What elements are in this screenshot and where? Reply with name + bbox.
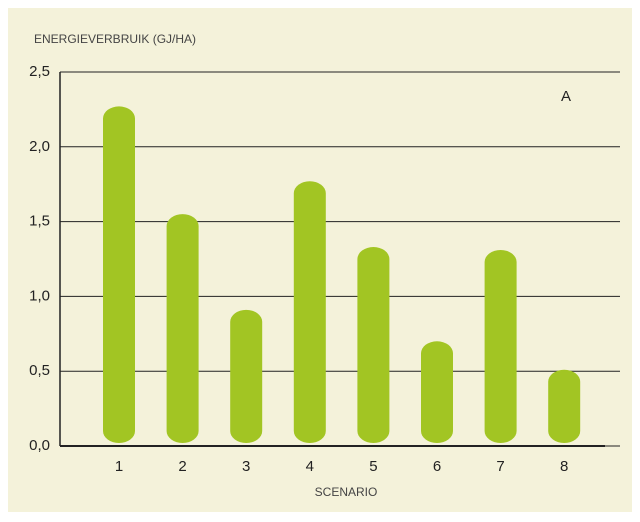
x-tick-label: 3: [242, 458, 250, 475]
y-tick-label: 0,0: [29, 437, 50, 454]
x-tick-label: 4: [306, 458, 314, 475]
x-axis-label: SCENARIO: [315, 485, 378, 499]
y-tick-label: 2,5: [29, 63, 50, 80]
bar: [357, 247, 390, 443]
x-tick-label: 6: [433, 458, 441, 475]
bar: [293, 181, 326, 443]
y-tick-label: 1,0: [29, 287, 50, 304]
y-tick-label: 0,5: [29, 362, 50, 379]
bar: [166, 214, 199, 443]
chart-title: ENERGIEVERBRUIK (GJ/HA): [34, 32, 196, 46]
bar: [484, 250, 517, 443]
x-tick-label: 1: [115, 458, 123, 475]
annotation: A: [561, 88, 571, 105]
bar: [230, 309, 263, 443]
y-tick-label: 2,0: [29, 138, 50, 155]
y-tick-label: 1,5: [29, 213, 50, 230]
bar: [103, 106, 135, 444]
x-tick-label: 5: [369, 458, 377, 475]
x-tick-label: 7: [496, 458, 504, 475]
x-tick-label: 8: [560, 458, 568, 475]
bar: [548, 369, 581, 443]
x-tick-label: 2: [178, 458, 186, 475]
bar: [421, 341, 453, 443]
